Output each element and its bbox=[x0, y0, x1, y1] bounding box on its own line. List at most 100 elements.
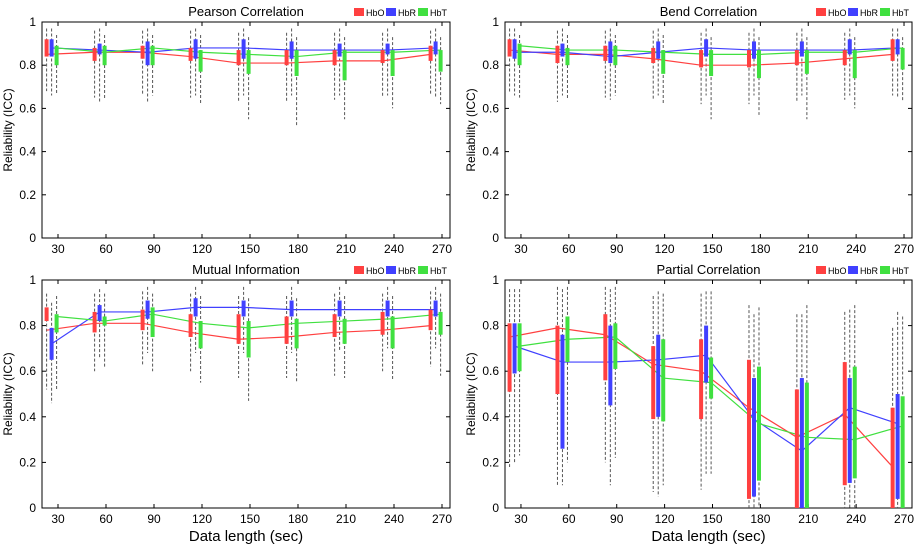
iqr-box-HbO bbox=[699, 339, 704, 420]
iqr-box-HbO bbox=[507, 323, 512, 392]
iqr-box-HbT bbox=[900, 47, 905, 70]
iqr-box-HbR bbox=[847, 39, 852, 55]
x-tick-label: 60 bbox=[99, 512, 113, 526]
iqr-box-HbR bbox=[97, 43, 102, 55]
legend-label-HbT: HbT bbox=[430, 266, 448, 276]
iqr-box-HbR bbox=[751, 41, 756, 59]
iqr-box-HbT bbox=[804, 382, 809, 508]
iqr-box-HbT bbox=[390, 316, 395, 349]
legend-swatch-HbT bbox=[418, 8, 428, 16]
y-tick-label: 0.2 bbox=[19, 455, 36, 469]
iqr-box-HbR bbox=[241, 39, 246, 59]
iqr-box-HbO bbox=[140, 309, 145, 331]
iqr-box-HbO bbox=[555, 45, 560, 64]
y-tick-label: 0.4 bbox=[482, 410, 499, 424]
y-axis-label: Reliability (ICC) bbox=[1, 88, 15, 171]
iqr-box-HbR bbox=[193, 39, 198, 59]
y-tick-label: 0.6 bbox=[482, 101, 499, 115]
x-tick-label: 150 bbox=[702, 242, 722, 256]
chart-title: Partial Correlation bbox=[656, 262, 760, 277]
y-axis-label: Reliability (ICC) bbox=[464, 88, 478, 171]
x-tick-label: 120 bbox=[655, 512, 675, 526]
iqr-box-HbO bbox=[699, 50, 704, 68]
iqr-box-HbO bbox=[428, 309, 433, 331]
x-tick-label: 150 bbox=[702, 512, 722, 526]
legend-label-HbT: HbT bbox=[892, 266, 910, 276]
legend-swatch-HbR bbox=[386, 266, 396, 274]
legend: HbO HbR HbT bbox=[354, 8, 448, 18]
iqr-box-HbR bbox=[895, 394, 900, 499]
iqr-box-HbT bbox=[150, 307, 155, 337]
y-tick-label: 1 bbox=[492, 273, 499, 287]
x-tick-label: 120 bbox=[192, 242, 212, 256]
y-tick-label: 0.8 bbox=[482, 319, 499, 333]
x-tick-label: 90 bbox=[147, 512, 161, 526]
iqr-box-HbR bbox=[560, 43, 565, 57]
iqr-box-HbR bbox=[433, 300, 438, 317]
x-tick-label: 120 bbox=[192, 512, 212, 526]
legend-swatch-HbR bbox=[848, 8, 858, 16]
panel-4: 0 0.2 0.4 0.6 0.8 1 30 60 90 120 150 180 210 240 270 Pa… bbox=[464, 262, 914, 545]
iqr-box-HbR bbox=[433, 41, 438, 55]
iqr-box-HbR bbox=[337, 300, 342, 317]
legend-swatch-HbT bbox=[880, 8, 890, 16]
x-tick-label: 270 bbox=[432, 512, 452, 526]
x-tick-label: 120 bbox=[655, 242, 675, 256]
x-tick-label: 30 bbox=[514, 512, 528, 526]
iqr-box-HbO bbox=[332, 50, 337, 66]
iqr-box-HbR bbox=[704, 39, 709, 57]
y-tick-label: 0.6 bbox=[19, 364, 36, 378]
iqr-box-HbO bbox=[236, 50, 241, 66]
x-tick-label: 270 bbox=[894, 512, 914, 526]
x-tick-label: 240 bbox=[846, 512, 866, 526]
iqr-box-HbO bbox=[236, 314, 241, 344]
y-axis-label: Reliability (ICC) bbox=[1, 352, 15, 435]
chart-title: Mutual Information bbox=[192, 262, 300, 277]
legend-label-HbR: HbR bbox=[398, 8, 417, 18]
x-tick-label: 210 bbox=[336, 242, 356, 256]
x-tick-label: 180 bbox=[750, 242, 770, 256]
x-tick-label: 270 bbox=[894, 242, 914, 256]
iqr-box-HbT bbox=[900, 396, 905, 508]
x-tick-label: 60 bbox=[562, 512, 576, 526]
iqr-box-HbT bbox=[198, 50, 203, 72]
x-tick-label: 30 bbox=[51, 242, 65, 256]
legend: HbO HbR HbT bbox=[816, 266, 910, 276]
iqr-box-HbR bbox=[751, 378, 756, 497]
iqr-box-HbO bbox=[92, 47, 97, 61]
y-tick-label: 0.8 bbox=[19, 319, 36, 333]
legend-label-HbO: HbO bbox=[366, 266, 385, 276]
x-tick-label: 90 bbox=[610, 242, 624, 256]
x-tick-label: 150 bbox=[240, 512, 260, 526]
y-tick-label: 0 bbox=[492, 231, 499, 245]
iqr-box-HbT bbox=[438, 311, 443, 335]
iqr-box-HbT bbox=[294, 318, 299, 349]
y-tick-label: 0.4 bbox=[19, 410, 36, 424]
iqr-box-HbO bbox=[794, 50, 799, 66]
iqr-box-HbT bbox=[390, 50, 395, 76]
iqr-box-HbR bbox=[847, 378, 852, 483]
x-tick-label: 210 bbox=[798, 242, 818, 256]
iqr-box-HbR bbox=[704, 325, 709, 383]
chart-title: Bend Correlation bbox=[660, 4, 758, 19]
x-tick-label: 60 bbox=[562, 242, 576, 256]
iqr-box-HbO bbox=[651, 47, 656, 64]
iqr-box-HbO bbox=[603, 314, 608, 381]
x-tick-label: 180 bbox=[288, 512, 308, 526]
iqr-box-HbR bbox=[656, 41, 661, 59]
legend-swatch-HbO bbox=[816, 266, 826, 274]
y-axis-label: Reliability (ICC) bbox=[464, 352, 478, 435]
iqr-box-HbO bbox=[380, 50, 385, 64]
panel-2: 0 0.2 0.4 0.6 0.8 1 30 60 90 120 150 180 210 240 270 Be… bbox=[464, 4, 914, 256]
iqr-box-HbT bbox=[342, 318, 347, 344]
iqr-box-HbR bbox=[512, 39, 517, 59]
iqr-box-HbT bbox=[709, 357, 714, 399]
x-tick-label: 210 bbox=[336, 512, 356, 526]
iqr-box-HbT bbox=[54, 45, 59, 66]
iqr-box-HbO bbox=[188, 47, 193, 61]
y-tick-label: 0 bbox=[29, 501, 36, 515]
iqr-box-HbO bbox=[44, 39, 49, 57]
iqr-box-HbR bbox=[337, 43, 342, 57]
iqr-box-HbR bbox=[145, 41, 150, 66]
